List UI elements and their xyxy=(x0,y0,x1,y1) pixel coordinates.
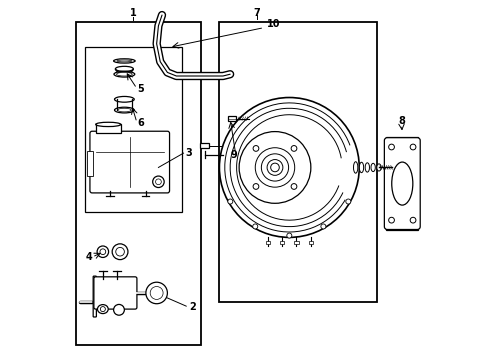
Ellipse shape xyxy=(114,107,134,113)
Circle shape xyxy=(100,249,105,255)
Ellipse shape xyxy=(97,305,108,314)
Circle shape xyxy=(266,159,282,175)
Circle shape xyxy=(345,199,350,204)
Text: 9: 9 xyxy=(230,150,237,160)
Circle shape xyxy=(116,247,124,256)
Circle shape xyxy=(155,179,161,185)
Text: 4: 4 xyxy=(85,252,92,262)
Bar xyxy=(280,241,284,244)
Circle shape xyxy=(97,246,108,257)
Circle shape xyxy=(145,282,167,304)
FancyBboxPatch shape xyxy=(93,276,96,317)
Circle shape xyxy=(290,184,296,189)
Bar xyxy=(86,151,93,176)
Circle shape xyxy=(409,217,415,223)
Circle shape xyxy=(113,305,124,315)
Circle shape xyxy=(253,145,258,151)
Ellipse shape xyxy=(114,71,135,77)
Circle shape xyxy=(150,287,163,300)
Bar xyxy=(219,22,376,302)
Circle shape xyxy=(100,307,105,312)
Bar xyxy=(76,22,201,345)
Circle shape xyxy=(255,148,294,187)
Text: 7: 7 xyxy=(253,8,260,18)
Circle shape xyxy=(388,144,394,150)
Ellipse shape xyxy=(359,162,363,173)
Ellipse shape xyxy=(370,163,374,172)
Ellipse shape xyxy=(353,162,357,173)
Text: 10: 10 xyxy=(266,19,279,29)
Circle shape xyxy=(290,145,296,151)
Ellipse shape xyxy=(113,59,135,63)
Circle shape xyxy=(252,224,257,229)
Text: 5: 5 xyxy=(137,84,143,94)
Ellipse shape xyxy=(376,164,380,171)
Circle shape xyxy=(227,199,232,204)
Circle shape xyxy=(253,184,258,189)
FancyBboxPatch shape xyxy=(90,131,169,193)
Text: 6: 6 xyxy=(137,118,143,128)
FancyBboxPatch shape xyxy=(384,138,419,229)
Ellipse shape xyxy=(116,72,132,76)
Ellipse shape xyxy=(391,162,412,205)
Circle shape xyxy=(152,176,164,188)
Circle shape xyxy=(261,154,288,181)
Bar xyxy=(265,241,269,244)
Circle shape xyxy=(270,163,279,172)
Circle shape xyxy=(320,224,325,229)
Ellipse shape xyxy=(115,66,133,71)
Ellipse shape xyxy=(365,163,369,172)
FancyBboxPatch shape xyxy=(94,277,137,309)
Text: 1: 1 xyxy=(130,8,137,18)
Bar xyxy=(85,47,182,212)
Circle shape xyxy=(219,98,359,237)
Circle shape xyxy=(409,144,415,150)
Circle shape xyxy=(388,217,394,223)
Bar xyxy=(228,116,236,121)
Circle shape xyxy=(239,132,310,203)
Text: 3: 3 xyxy=(185,148,192,158)
Bar xyxy=(294,241,298,244)
Ellipse shape xyxy=(117,108,131,112)
Bar xyxy=(386,137,418,230)
Text: 8: 8 xyxy=(397,116,404,126)
Bar xyxy=(96,125,121,134)
Ellipse shape xyxy=(117,60,132,62)
Text: 2: 2 xyxy=(189,302,196,312)
Circle shape xyxy=(112,244,128,260)
Circle shape xyxy=(286,233,291,238)
Bar xyxy=(308,241,312,244)
Ellipse shape xyxy=(96,122,121,127)
Bar xyxy=(199,143,208,148)
Ellipse shape xyxy=(114,96,134,102)
